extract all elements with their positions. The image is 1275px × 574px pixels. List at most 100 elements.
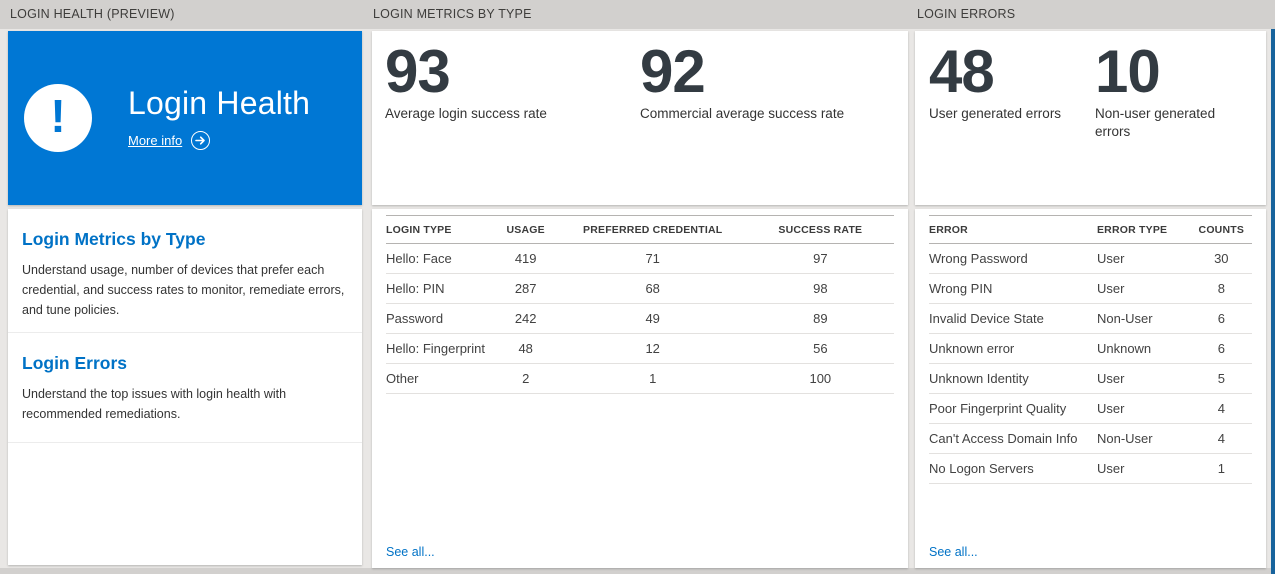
table-cell: 68 [558,273,747,304]
login-metrics-table-card: LOGIN TYPE USAGE PREFERRED CREDENTIAL SUCCE… [372,209,908,568]
section-heading[interactable]: Login Metrics by Type [22,229,206,249]
table-cell: 100 [746,363,894,394]
stat-value: 48 [929,38,995,105]
stat-commercial-success-rate: 92 Commercial average success rate [640,38,845,205]
table-row[interactable]: Unknown error Unknown 6 [929,333,1252,364]
more-info-link[interactable]: More info [128,133,183,149]
table-cell: Wrong Password [929,243,1097,274]
panel-title-login-metrics: LOGIN METRICS BY TYPE [373,7,532,21]
table-cell: Other [386,363,493,394]
table-cell: 6 [1190,303,1252,334]
table-cell: Non-User [1096,423,1191,454]
stat-label: User generated errors [929,106,1062,121]
table-cell: 48 [492,333,559,364]
table-cell: 5 [1190,363,1252,394]
errors-stats-card: 48 User generated errors 10 Non-user gen… [915,31,1266,205]
table-row[interactable]: Hello: PIN 287 68 98 [386,273,894,304]
stat-average-success-rate: 93 Average login success rate [385,38,640,205]
hero-title: Login Health [128,84,311,121]
next-tile-edge [1271,29,1275,574]
table-cell: Password [386,303,493,334]
stat-value: 10 [1095,38,1161,105]
table-row[interactable]: No Logon Servers User 1 [929,453,1252,484]
table-cell: 98 [746,273,894,304]
login-health-tile[interactable]: ! Login Health More info [8,31,362,205]
panel-title-login-health: LOGIN HEALTH (PREVIEW) [10,7,175,21]
table-row[interactable]: Hello: Face 419 71 97 [386,243,894,274]
table-cell: Can't Access Domain Info [929,423,1097,454]
table-cell: Poor Fingerprint Quality [929,393,1097,424]
table-cell: 4 [1190,423,1252,454]
table-row[interactable]: Wrong PIN User 8 [929,273,1252,304]
table-cell: 49 [558,303,747,334]
section-description: Understand the top issues with login hea… [22,387,287,421]
table-cell: 71 [558,243,747,274]
column-header[interactable]: USAGE [492,215,559,244]
table-cell: 56 [746,333,894,364]
stat-user-errors: 48 User generated errors [929,38,1095,205]
table-cell: Invalid Device State [929,303,1097,334]
table-row[interactable]: Poor Fingerprint Quality User 4 [929,393,1252,424]
table-cell: Unknown error [929,333,1097,364]
table-cell: 8 [1190,273,1252,304]
table-row[interactable]: Other 2 1 100 [386,363,894,394]
exclamation-icon: ! [24,84,92,152]
login-metrics-table: LOGIN TYPE USAGE PREFERRED CREDENTIAL SUCCE… [386,215,894,394]
table-cell: Unknown Identity [929,363,1097,394]
table-cell: 4 [1190,393,1252,424]
panel-title-login-errors: LOGIN ERRORS [917,7,1016,21]
navigation-card: Login Metrics by Type Understand usage, … [8,209,362,565]
table-cell: 2 [492,363,559,394]
table-cell: 89 [746,303,894,334]
column-header[interactable]: ERROR [929,215,1097,244]
table-row[interactable]: Can't Access Domain Info Non-User 4 [929,423,1252,454]
table-cell: 97 [746,243,894,274]
column-header[interactable]: SUCCESS RATE [746,215,894,244]
table-cell: 1 [1190,453,1252,484]
table-cell: 1 [558,363,747,394]
arrow-right-icon[interactable] [191,131,211,151]
login-errors-table: ERROR ERROR TYPE COUNTS Wrong Password User 3… [929,215,1252,484]
login-errors-table-card: ERROR ERROR TYPE COUNTS Wrong Password User 3… [915,209,1266,568]
table-cell: Non-User [1096,303,1191,334]
table-row[interactable]: Password 242 49 89 [386,303,894,334]
table-cell: 242 [492,303,559,334]
table-cell: 419 [492,243,559,274]
table-cell: No Logon Servers [929,453,1097,484]
table-cell: User [1096,363,1191,394]
stat-value: 93 [385,38,451,105]
see-all-link[interactable]: See all... [929,545,978,559]
table-cell: User [1096,393,1191,424]
table-cell: 12 [558,333,747,364]
table-cell: 287 [492,273,559,304]
column-header[interactable]: COUNTS [1190,215,1252,244]
table-cell: User [1096,453,1191,484]
stat-label: Commercial average success rate [640,106,845,121]
table-cell: User [1096,243,1191,274]
table-cell: Unknown [1096,333,1191,364]
metrics-stats-card: 93 Average login success rate 92 Commerc… [372,31,908,205]
stat-non-user-errors: 10 Non-user generated errors [1095,38,1227,205]
table-cell: Hello: Face [386,243,493,274]
table-row[interactable]: Unknown Identity User 5 [929,363,1252,394]
table-row[interactable]: Wrong Password User 30 [929,243,1252,274]
stat-label: Non-user generated errors [1095,106,1216,139]
sidebar-item-login-metrics[interactable]: Login Metrics by Type Understand usage, … [8,209,362,333]
column-header[interactable]: PREFERRED CREDENTIAL [558,215,747,244]
table-cell: Hello: PIN [386,273,493,304]
section-description: Understand usage, number of devices that… [22,263,345,317]
table-row[interactable]: Hello: Fingerprint 48 12 56 [386,333,894,364]
column-header[interactable]: LOGIN TYPE [386,215,493,244]
stat-label: Average login success rate [385,106,547,121]
sidebar-item-login-errors[interactable]: Login Errors Understand the top issues w… [8,333,362,443]
table-cell: 6 [1190,333,1252,364]
table-cell: User [1096,273,1191,304]
table-cell: Hello: Fingerprint [386,333,493,364]
table-cell: Wrong PIN [929,273,1097,304]
table-row[interactable]: Invalid Device State Non-User 6 [929,303,1252,334]
column-header[interactable]: ERROR TYPE [1096,215,1191,244]
see-all-link[interactable]: See all... [386,545,435,559]
stat-value: 92 [640,38,706,105]
section-heading[interactable]: Login Errors [22,353,128,373]
